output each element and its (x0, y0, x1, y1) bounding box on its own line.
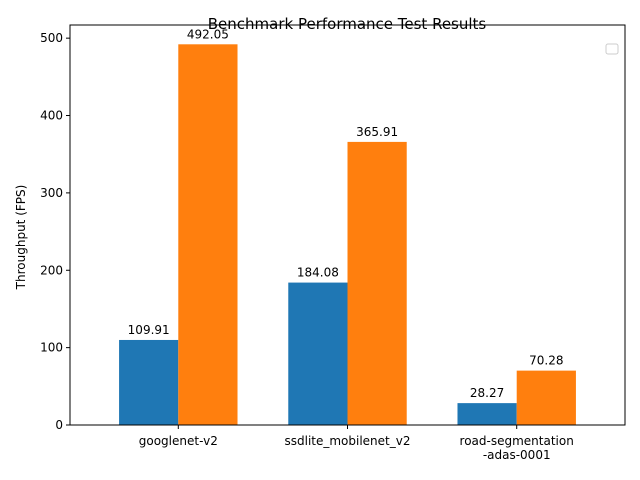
x-tick-label-2-line-1: -adas-0001 (483, 448, 551, 462)
y-tick-label-0: 0 (55, 418, 63, 432)
data-label-series-1-category-0: 492.05 (187, 27, 229, 41)
y-tick-label-200: 200 (40, 263, 63, 277)
data-label-series-1-category-1: 365.91 (356, 125, 398, 139)
legend-box (605, 43, 619, 55)
bar-series-1-category-0 (178, 44, 238, 425)
chart-title: Benchmark Performance Test Results (208, 15, 487, 33)
bar-series-0-category-0 (119, 339, 179, 425)
bar-series-1-category-1 (347, 141, 407, 425)
legend (605, 43, 619, 55)
x-axis: googlenet-v2 ssdlite_mobilenet_v2 road-seg… (139, 425, 574, 462)
bar-series-0-category-2 (457, 403, 517, 425)
y-tick-label-300: 300 (40, 186, 63, 200)
x-tick-label-2-line-0: road-segmentation (460, 434, 574, 448)
bar-series-1-category-2 (516, 370, 576, 425)
y-tick-label-100: 100 (40, 341, 63, 355)
data-label-series-0-category-1: 184.08 (297, 266, 339, 280)
x-tick-label-1-line-0: ssdlite_mobilenet_v2 (284, 434, 410, 448)
bar-series-0-category-1 (288, 282, 348, 425)
data-label-series-1-category-2: 70.28 (529, 354, 563, 368)
plot-area-frame (69, 24, 626, 426)
bars-group (119, 44, 576, 425)
data-label-series-0-category-0: 109.91 (128, 323, 170, 337)
y-axis: 0 100 200 300 400 500 (40, 31, 70, 432)
data-label-series-0-category-2: 28.27 (470, 386, 504, 400)
y-tick-label-400: 400 (40, 109, 63, 123)
data-labels-group: 109.91 184.08 28.27 492.05 365.91 70.28 (128, 27, 564, 400)
x-tick-label-0-line-0: googlenet-v2 (139, 434, 218, 448)
y-tick-label-500: 500 (40, 31, 63, 45)
y-axis-label: Throughput (FPS) (14, 185, 28, 291)
